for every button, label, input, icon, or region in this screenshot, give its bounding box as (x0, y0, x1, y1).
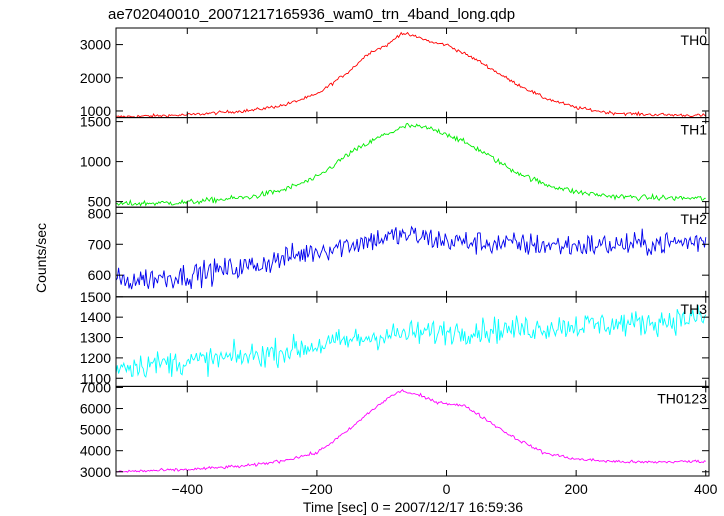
y-tick-label: 1000 (80, 154, 111, 170)
y-tick-label: 1200 (80, 350, 111, 366)
panel-th2: 600 700 800 TH2 (88, 205, 710, 298)
panel-frame (115, 27, 710, 119)
chart-title: ae702040010_20071217165936_wam0_trn_4ban… (108, 6, 515, 23)
panel-th3: 1100 1200 1300 1400 1500 TH3 (80, 289, 710, 387)
y-tick-label: 1400 (80, 309, 111, 325)
panel-label-th2: TH2 (681, 211, 708, 227)
series-line-th1 (116, 122, 706, 207)
panel-frame (115, 117, 710, 208)
y-tick-label: 1500 (80, 289, 111, 305)
y-tick-label: 4000 (80, 443, 111, 459)
series-line-th2 (116, 225, 707, 290)
y-tick-label: 1500 (80, 114, 111, 130)
y-tick-label: 800 (88, 205, 112, 221)
x-tick-label: 400 (694, 481, 718, 497)
series-line-th0 (116, 31, 707, 118)
y-tick-label: 3000 (80, 464, 111, 480)
x-axis-label: Time [sec] 0 = 2007/12/17 16:59:36 (303, 499, 523, 515)
x-tick-label: 200 (564, 481, 588, 497)
y-axis-label: Counts/sec (33, 223, 49, 293)
y-tick-label: 600 (88, 267, 112, 283)
panel-frame (115, 385, 710, 477)
x-tick-label: −200 (301, 481, 333, 497)
y-tick-label: 2000 (80, 70, 111, 86)
panel-label-th0: TH0 (681, 32, 708, 48)
panel-label-th1: TH1 (681, 122, 708, 138)
x-tick-label: −400 (172, 481, 204, 497)
panel-th1: 500 1000 1500 TH1 (80, 114, 710, 210)
y-tick-label: 1300 (80, 330, 111, 346)
panel-th0123: 3000 4000 5000 6000 7000 TH0123 (80, 379, 710, 480)
panel-frame (115, 296, 710, 387)
panel-frame (115, 206, 710, 298)
series-line-th3 (116, 305, 707, 378)
panel-label-th0123: TH0123 (657, 390, 707, 406)
panel-label-th3: TH3 (681, 301, 708, 317)
y-tick-label: 6000 (80, 401, 111, 417)
panel-th0: 1000 2000 3000 TH0 (80, 27, 710, 119)
y-tick-label: 3000 (80, 37, 111, 53)
y-tick-label: 500 (88, 194, 112, 210)
y-tick-label: 5000 (80, 422, 111, 438)
y-tick-label: 1000 (80, 103, 111, 119)
x-tick-label: 0 (443, 481, 451, 497)
y-tick-label: 7000 (80, 379, 111, 395)
y-tick-label: 700 (88, 236, 112, 252)
y-tick-label: 1100 (81, 370, 111, 386)
series-line-th0123 (116, 389, 706, 473)
